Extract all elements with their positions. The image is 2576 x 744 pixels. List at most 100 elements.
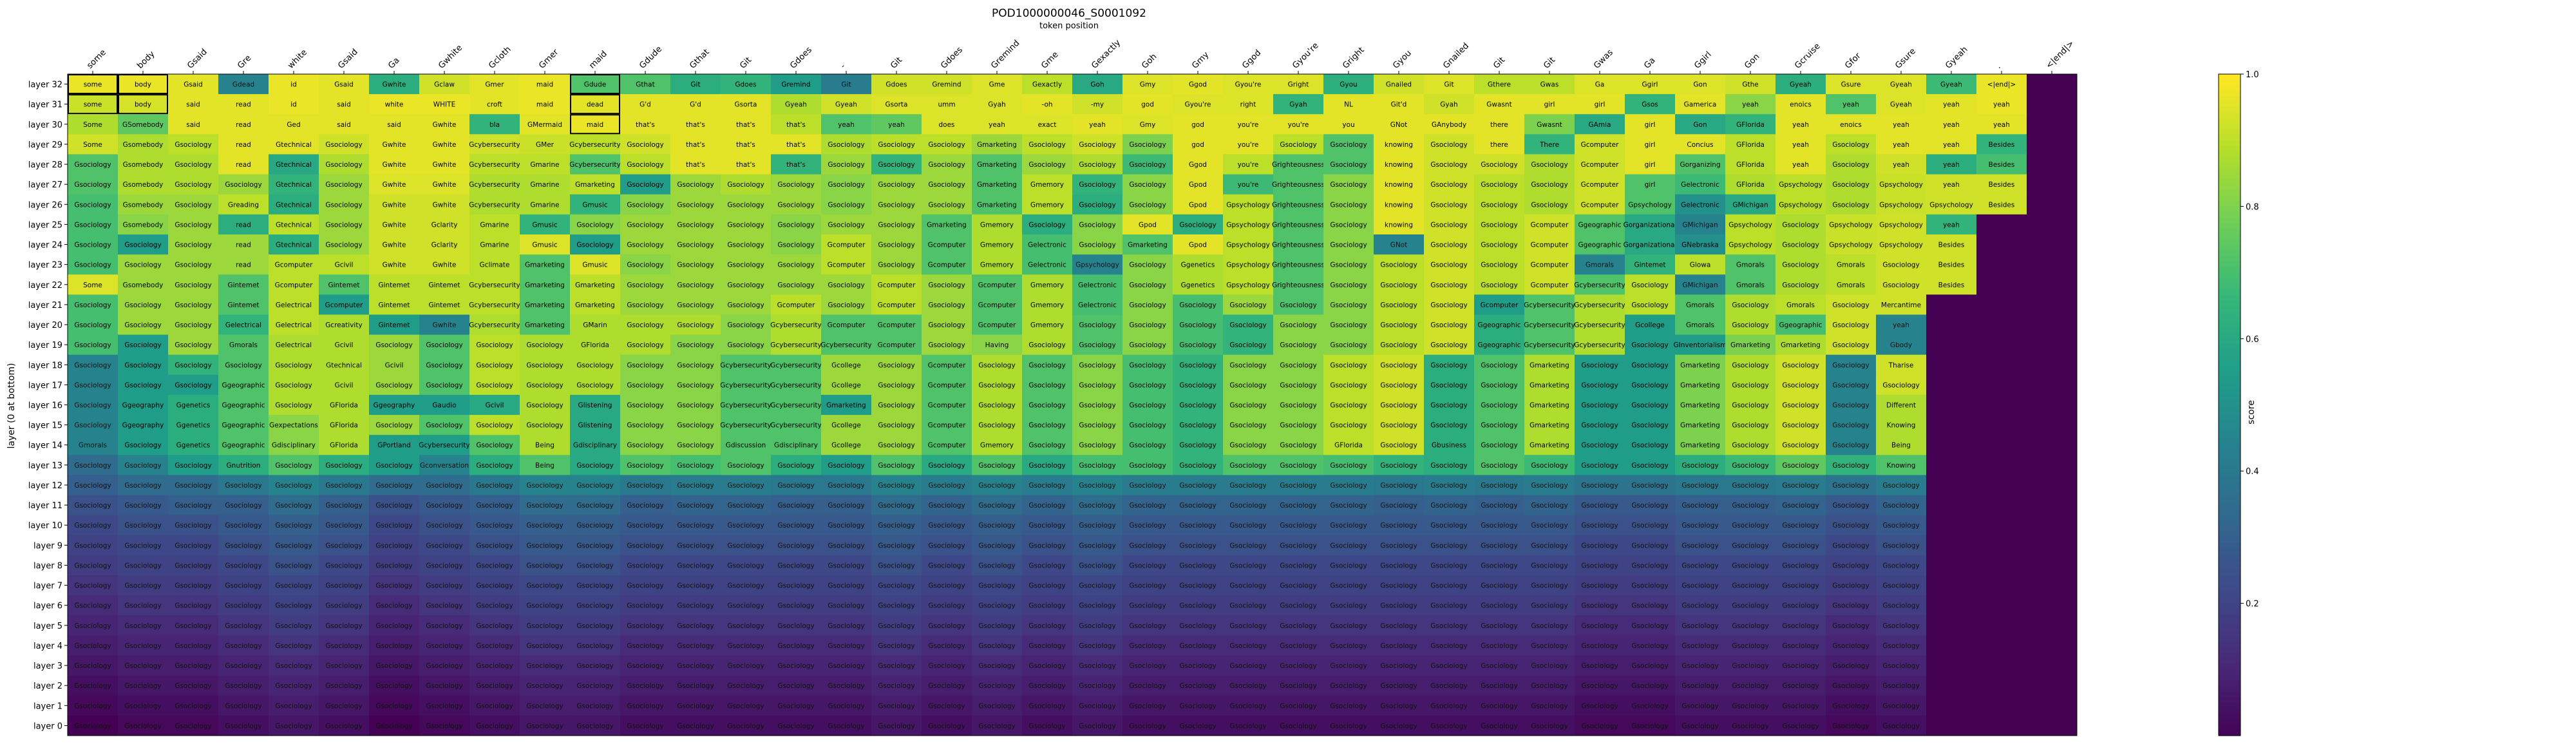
cell-label: Gsociology <box>1129 602 1166 610</box>
colorbar-segment <box>2219 361 2240 367</box>
cell-label: Gsociology <box>1079 321 1115 329</box>
cell-label: Gsociology <box>1330 502 1367 510</box>
heatmap-cell <box>218 435 269 455</box>
cell-label: Gsociology <box>978 642 1015 650</box>
cell-label: Gsociology <box>275 502 312 510</box>
heatmap-cell <box>2027 555 2078 576</box>
cell-label: Gsociology <box>1481 642 1517 650</box>
cell-label: Gsociology <box>1430 462 1467 470</box>
heatmap-cell <box>972 114 1023 135</box>
heatmap-cell <box>369 274 420 295</box>
heatmap-cell <box>118 234 169 255</box>
heatmap-cell <box>218 194 269 215</box>
cell-label: Gsociology <box>1882 602 1919 610</box>
heatmap-cell <box>670 314 721 336</box>
heatmap-cell <box>1424 74 1475 95</box>
heatmap-cell <box>1223 254 1274 275</box>
heatmap-cell <box>1223 475 1274 496</box>
heatmap-cell <box>922 555 972 576</box>
heatmap-cell <box>620 134 671 155</box>
cell-label: Gcomputer <box>828 242 866 249</box>
y-tick-label: layer 14 <box>28 441 62 451</box>
colorbar-segment <box>2219 454 2240 461</box>
heatmap-cell <box>1776 114 1826 135</box>
heatmap-cell <box>1273 174 1324 195</box>
cell-label: Gsociology <box>928 602 965 610</box>
cell-label: Gintemet <box>428 301 460 309</box>
heatmap-cell <box>1122 515 1173 536</box>
heatmap-cell <box>871 555 922 576</box>
cell-label: Gpsychology <box>1728 221 1772 229</box>
cell-label: Gsociology <box>1229 301 1266 309</box>
cell-label: Gsociology <box>978 602 1015 610</box>
colorbar-segment <box>2219 267 2240 273</box>
heatmap-cell <box>68 154 118 175</box>
heatmap-cell <box>1022 475 1073 496</box>
colorbar-segment <box>2219 250 2240 257</box>
heatmap-cell <box>218 555 269 576</box>
heatmap-cell <box>218 374 269 396</box>
heatmap-cell <box>871 214 922 235</box>
heatmap-cell <box>721 555 772 576</box>
heatmap-cell <box>1876 535 1927 556</box>
heatmap-cell <box>118 535 169 556</box>
cell-label: Gsociology <box>1028 642 1065 650</box>
cell-label: knowing <box>1385 141 1413 149</box>
heatmap-cell <box>1826 475 1877 496</box>
heatmap-cell <box>1022 334 1073 356</box>
cell-label: Gsociology <box>476 442 513 450</box>
cell-label: dead <box>587 101 603 109</box>
heatmap-cell <box>620 575 671 596</box>
cell-label: Gsociology <box>1882 582 1919 590</box>
heatmap-cell <box>118 194 169 215</box>
cell-label: Gsociology <box>828 662 864 670</box>
heatmap-cell <box>469 74 520 95</box>
cell-label: Gsociology <box>225 642 261 650</box>
heatmap-cell <box>1976 675 2027 696</box>
cell-label: Gsociology <box>878 722 914 730</box>
heatmap-cell <box>1374 194 1425 215</box>
cell-label: does <box>938 121 954 129</box>
heatmap-cell <box>269 535 319 556</box>
heatmap-cell <box>871 194 922 215</box>
heatmap-cell <box>419 415 470 435</box>
cell-label: Gsociology <box>1380 301 1417 309</box>
cell-label: Gsociology <box>777 682 814 690</box>
heatmap-cell <box>922 254 972 275</box>
heatmap-cell <box>1976 334 2027 356</box>
cell-label: GFlorida <box>1736 161 1765 169</box>
heatmap-cell <box>670 495 721 516</box>
cell-label: yeah <box>1943 121 1960 129</box>
heatmap-cell <box>721 354 772 376</box>
heatmap-cell <box>771 154 822 175</box>
cell-label: Gsociology <box>1631 502 1668 510</box>
cell-label: Gcomputer <box>1581 161 1619 169</box>
cell-label: Being <box>535 462 554 470</box>
cell-label: Gwhite <box>433 201 457 209</box>
heatmap-cell <box>1776 515 1826 536</box>
heatmap-cell <box>1976 374 2027 396</box>
cell-label: Ggeographic <box>222 381 265 389</box>
cell-label: Gsociology <box>225 181 261 189</box>
heatmap-cell <box>1976 274 2027 295</box>
heatmap-cell <box>620 415 671 435</box>
heatmap-cell <box>570 154 621 175</box>
cell-label: Gsomebody <box>123 161 164 169</box>
cell-label: Gsociology <box>1631 281 1668 289</box>
heatmap-cell <box>670 194 721 215</box>
cell-label: Goh <box>1090 81 1104 89</box>
cell-label: Gsociology <box>1079 722 1115 730</box>
heatmap-cell <box>771 94 822 115</box>
cell-label: Gsociology <box>978 622 1015 630</box>
cell-label: Grighteousness <box>1272 281 1325 289</box>
heatmap-cell <box>1926 635 1977 656</box>
heatmap-cell <box>369 74 420 95</box>
cell-label: Gsociology <box>1330 201 1367 209</box>
heatmap-cell <box>1575 274 1625 295</box>
heatmap-cell <box>821 74 872 95</box>
cell-label: Gmarketing <box>1730 341 1770 349</box>
cell-label: Gsociology <box>1581 482 1618 490</box>
heatmap-cell <box>2027 74 2078 95</box>
cell-label: Gsociology <box>124 262 161 269</box>
heatmap-cell <box>419 455 470 475</box>
